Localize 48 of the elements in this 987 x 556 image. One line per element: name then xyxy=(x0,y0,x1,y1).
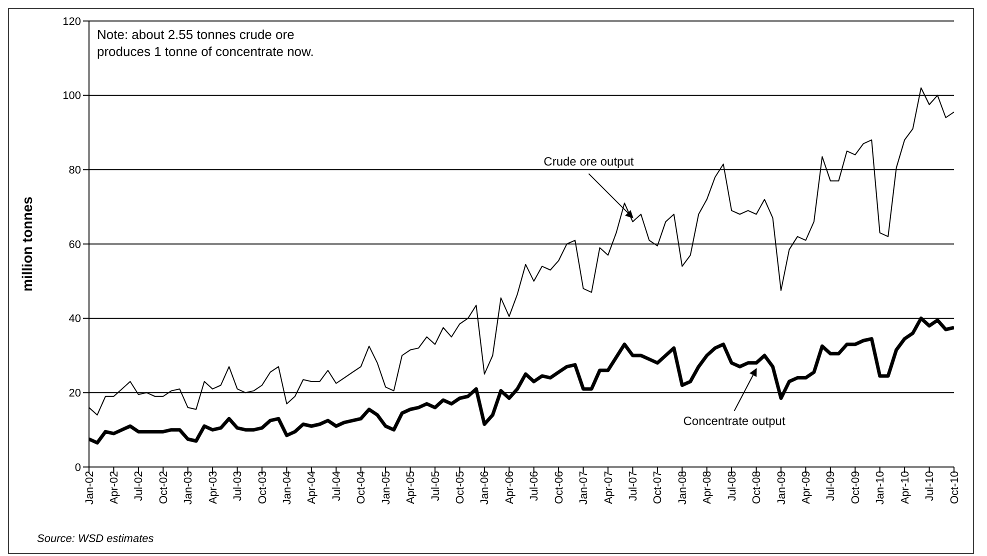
x-tick-label: Jul-10 xyxy=(924,471,936,501)
x-tick-label: Jul-08 xyxy=(726,471,738,501)
x-tick-label: Apr-04 xyxy=(306,471,318,504)
x-tick-label: Jan-07 xyxy=(578,471,590,505)
x-tick-label: Apr-03 xyxy=(207,471,220,504)
x-tick-label: Oct-05 xyxy=(454,471,467,504)
x-tick-label: Oct-03 xyxy=(256,471,269,504)
x-tick-label: Oct-10 xyxy=(948,471,961,504)
x-tick-label: Apr-09 xyxy=(800,471,813,504)
x-tick-label: Jan-10 xyxy=(874,471,887,505)
x-tick-label: Jan-02 xyxy=(84,471,96,505)
y-tick-label: 80 xyxy=(68,164,81,177)
source-note: Source: WSD estimates xyxy=(37,533,154,545)
y-tick-label: 120 xyxy=(62,16,81,28)
x-tick-label: Jul-09 xyxy=(825,471,838,501)
y-tick-label: 20 xyxy=(68,388,81,400)
x-tick-label: Apr-08 xyxy=(702,471,714,504)
x-tick-label: Jul-02 xyxy=(133,471,146,501)
x-tick-label: Apr-10 xyxy=(899,471,912,504)
y-tick-label: 40 xyxy=(68,313,81,326)
x-tick-label: Oct-04 xyxy=(356,471,368,504)
x-tick-label: Jan-05 xyxy=(380,471,392,505)
x-tick-label: Oct-02 xyxy=(158,471,170,504)
x-tick-label: Jan-09 xyxy=(776,471,788,505)
x-tick-label: Apr-05 xyxy=(405,471,418,504)
x-tick-label: Apr-06 xyxy=(504,471,516,504)
x-tick-label: Jul-07 xyxy=(628,471,640,501)
x-tick-label: Oct-06 xyxy=(553,471,566,504)
x-tick-label: Jul-04 xyxy=(330,471,343,501)
x-tick-label: Apr-02 xyxy=(108,471,121,504)
x-tick-label: Jan-06 xyxy=(479,471,492,505)
x-tick-label: Oct-09 xyxy=(850,471,862,504)
y-tick-label: 60 xyxy=(68,238,81,251)
series-label: Concentrate output xyxy=(683,414,786,428)
y-tick-label: 0 xyxy=(74,462,81,474)
x-tick-label: Apr-07 xyxy=(602,471,615,504)
x-tick-label: Jan-03 xyxy=(182,471,195,505)
x-tick-label: Jan-04 xyxy=(282,471,294,505)
x-tick-label: Jul-03 xyxy=(232,471,244,501)
x-tick-label: Jan-08 xyxy=(676,471,689,505)
annotation: Note: about 2.55 tonnes crude ore produces 1 tonne of concentrate now. xyxy=(97,27,314,59)
x-tick-label: Jul-05 xyxy=(430,471,442,501)
text: Crude ore output xyxy=(544,154,634,169)
x-tick-label: Oct-08 xyxy=(751,471,764,504)
x-tick-label: Oct-07 xyxy=(652,471,664,504)
y-axis-title: million tonnes xyxy=(18,196,35,292)
x-tick-label: Jul-06 xyxy=(528,471,541,501)
y-tick-label: 100 xyxy=(62,90,81,102)
